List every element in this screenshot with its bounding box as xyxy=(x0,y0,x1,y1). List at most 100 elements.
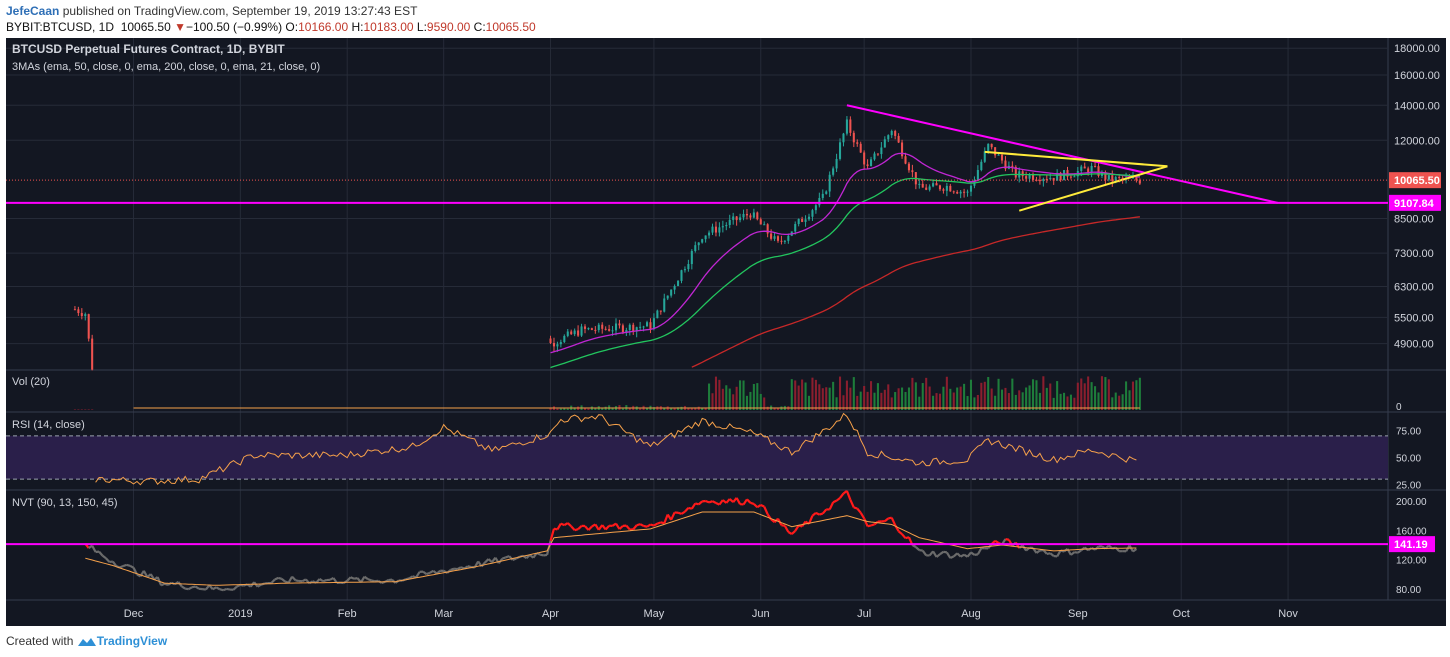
nvt-signal-line xyxy=(85,511,1137,586)
volume-bar xyxy=(1042,376,1045,410)
volume-bar xyxy=(687,407,690,410)
volume-bar xyxy=(1045,387,1048,410)
candle-body xyxy=(873,153,876,160)
chart-canvas[interactable]: 18000.00 16000.00 14000.00 12000.00 8500.00 7… xyxy=(0,38,1450,626)
volume-bar xyxy=(838,376,842,410)
volume-bar xyxy=(677,407,680,410)
volume-bar xyxy=(849,387,852,410)
volume-bar xyxy=(690,408,693,410)
volume-bar xyxy=(566,408,569,410)
candle-body xyxy=(583,326,587,329)
nvt-line-segment xyxy=(160,582,165,587)
candle-body xyxy=(901,142,904,157)
volume-bar xyxy=(790,379,793,410)
ema50-line xyxy=(550,173,1140,369)
nvt-line-segment xyxy=(1077,549,1082,554)
nvt-line-segment xyxy=(350,576,355,580)
author-link[interactable]: JefeCaan xyxy=(6,4,60,18)
time-tick-label: Mar xyxy=(434,608,453,620)
candle-body xyxy=(1004,160,1007,169)
volume-bar xyxy=(1083,383,1086,410)
volume-bar xyxy=(1138,377,1141,410)
candle-body xyxy=(1111,175,1114,182)
candle-body xyxy=(735,216,738,221)
candle-body xyxy=(694,245,697,252)
candle-body xyxy=(928,186,931,190)
price-change: −100.50 (−0.99%) xyxy=(186,20,283,34)
nvt-line-segment xyxy=(429,569,434,574)
volume-bar xyxy=(907,387,910,410)
nvt-line-segment xyxy=(943,550,948,554)
nvt-line-segment xyxy=(794,524,800,532)
volume-bar xyxy=(1131,381,1135,410)
candle-body xyxy=(618,323,621,326)
candle-body xyxy=(904,156,907,164)
nvt-line-segment xyxy=(553,527,558,531)
volume-bar xyxy=(887,384,890,410)
candle-body xyxy=(942,189,945,191)
volume-bar xyxy=(973,397,976,410)
nvt-line-segment xyxy=(746,498,752,504)
candle-body xyxy=(556,344,559,347)
candle-body xyxy=(1011,165,1014,167)
candle-body xyxy=(759,219,762,225)
candle-body xyxy=(1014,166,1017,178)
nvt-line-segment xyxy=(126,563,131,567)
nvt-line-segment xyxy=(525,554,531,559)
tradingview-brand[interactable]: TradingView xyxy=(96,634,168,648)
candle-body xyxy=(1066,170,1069,177)
nvt-line-segment xyxy=(853,506,858,510)
candle-body xyxy=(625,330,628,333)
candle-body xyxy=(907,163,910,171)
volume-bar xyxy=(832,381,835,410)
nvt-line-segment xyxy=(753,503,759,509)
nvt-line-segment xyxy=(994,539,1000,544)
nvt-line-segment xyxy=(884,517,889,523)
candle-body xyxy=(832,168,835,175)
nvt-line-segment xyxy=(301,578,307,583)
nvt-price-tag xyxy=(1389,536,1435,553)
nvt-tick-label: 200.00 xyxy=(1396,497,1427,508)
volume-bar xyxy=(721,388,724,410)
candle-body xyxy=(587,328,590,330)
candle-body xyxy=(84,314,87,316)
volume-bar xyxy=(1121,394,1124,410)
volume-bar xyxy=(894,392,897,410)
volume-bar xyxy=(945,376,948,410)
candle-body xyxy=(835,158,838,169)
volume-bar xyxy=(932,395,935,410)
volume-bar xyxy=(1031,379,1035,410)
candle-body xyxy=(783,240,786,242)
nvt-line-segment xyxy=(945,551,952,559)
nvt-line-segment xyxy=(839,492,845,499)
candle-body xyxy=(1087,168,1090,173)
volume-bar xyxy=(914,382,917,410)
candle-body xyxy=(1104,172,1107,180)
nvt-line-segment xyxy=(415,571,421,578)
volume-bar xyxy=(1097,392,1100,410)
time-tick-label: Oct xyxy=(1173,608,1190,620)
candle-body xyxy=(1031,174,1035,180)
nvt-line-segment xyxy=(849,499,855,508)
candle-body xyxy=(718,227,721,233)
volume-bar xyxy=(1059,393,1062,410)
volume-bar xyxy=(1135,380,1138,410)
nvt-line-segment xyxy=(191,585,196,589)
nvt-line-segment xyxy=(1056,549,1062,557)
nvt-tick-label: 120.00 xyxy=(1396,556,1427,567)
volume-bar xyxy=(718,379,721,410)
price-tag-label: 10065.50 xyxy=(1394,175,1440,187)
nvt-line-segment xyxy=(164,582,169,586)
rsi-line xyxy=(95,412,1137,486)
nvt-line-segment xyxy=(98,550,104,557)
nvt-line-segment xyxy=(781,524,786,527)
volume-bar xyxy=(87,409,90,410)
nvt-line-segment xyxy=(963,553,969,558)
candle-body xyxy=(859,143,862,153)
price-tick-label: 4900.00 xyxy=(1394,339,1434,351)
volume-bar xyxy=(621,408,624,410)
candle-body xyxy=(673,286,676,290)
candle-body xyxy=(828,174,831,192)
candle-body xyxy=(921,183,924,188)
volume-bar xyxy=(549,407,552,410)
